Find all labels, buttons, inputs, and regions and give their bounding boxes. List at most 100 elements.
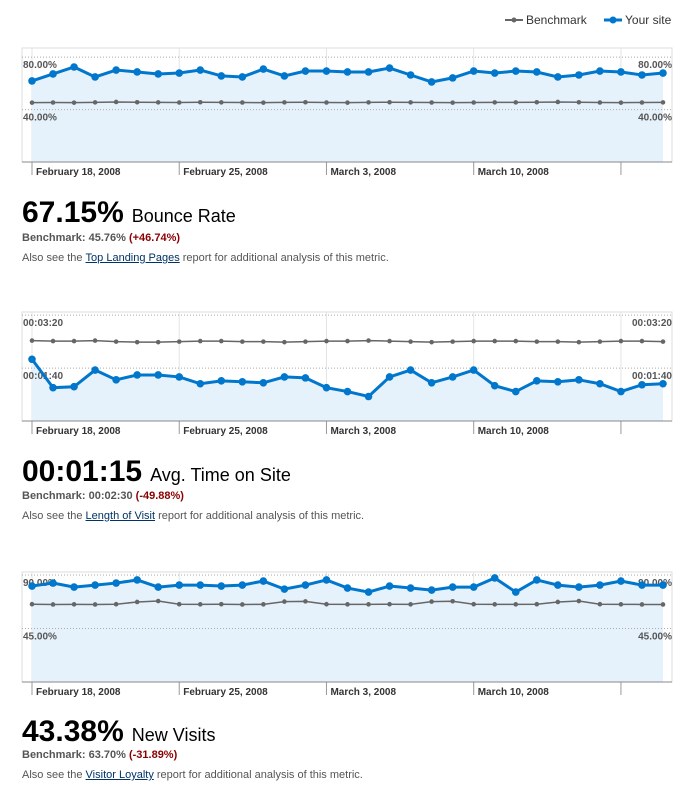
- data-point: [50, 100, 56, 105]
- data-point: [176, 100, 182, 105]
- report-link[interactable]: Length of Visit: [85, 510, 156, 522]
- data-point: [71, 338, 77, 344]
- data-point: [471, 338, 477, 344]
- data-point: [659, 69, 667, 77]
- data-point: [50, 338, 56, 344]
- data-point: [554, 581, 562, 589]
- data-point: [303, 339, 308, 344]
- data-point: [154, 583, 162, 591]
- data-point: [324, 338, 329, 344]
- data-point: [427, 78, 436, 86]
- data-point: [155, 100, 161, 105]
- data-point: [49, 383, 57, 392]
- data-point: [280, 585, 289, 593]
- data-point: [345, 338, 350, 344]
- data-point: [282, 339, 287, 345]
- data-point: [450, 598, 455, 604]
- data-point: [597, 601, 603, 607]
- data-point: [71, 602, 77, 607]
- data-point: [217, 377, 226, 385]
- benchmark-value: Benchmark: 45.76%: [22, 232, 126, 244]
- data-point: [280, 72, 289, 80]
- benchmark-value: Benchmark: 63.70%: [22, 749, 126, 761]
- data-point: [70, 382, 78, 391]
- data-point: [408, 339, 413, 344]
- data-point: [70, 583, 78, 591]
- data-point: [71, 100, 77, 105]
- data-point: [387, 99, 392, 105]
- y-tick-label: 45.00%: [638, 631, 672, 642]
- data-point: [343, 387, 352, 396]
- data-point: [534, 99, 540, 105]
- x-tick-label: March 10, 2008: [478, 167, 550, 178]
- data-point: [113, 601, 119, 607]
- data-point: [406, 584, 415, 592]
- data-point: [345, 602, 350, 607]
- data-point: [450, 339, 455, 344]
- data-point: [490, 381, 499, 390]
- note-text: Also see the: [22, 769, 83, 781]
- data-point: [112, 66, 120, 74]
- data-point: [638, 380, 646, 389]
- data-point: [282, 599, 287, 604]
- benchmark: Benchmark: 45.76% (+46.74%): [22, 232, 180, 244]
- data-point: [238, 377, 247, 386]
- data-point: [366, 100, 371, 105]
- metric: 67.15% Bounce Rate: [22, 196, 236, 230]
- data-point: [112, 579, 120, 587]
- data-point: [554, 377, 562, 386]
- data-point: [492, 338, 498, 344]
- data-point: [596, 581, 604, 589]
- data-point: [429, 100, 434, 105]
- data-point: [575, 583, 583, 591]
- y-tick-label: 80.00%: [23, 60, 57, 71]
- data-point: [638, 581, 646, 589]
- data-point: [533, 377, 541, 385]
- data-point: [154, 70, 162, 78]
- note: Also see the Top Landing Pages report for …: [22, 252, 389, 264]
- data-point: [29, 100, 35, 105]
- data-point: [324, 601, 329, 607]
- data-point: [364, 588, 373, 596]
- data-point: [638, 71, 646, 79]
- data-point: [596, 379, 604, 388]
- data-point: [659, 581, 667, 589]
- metric: 43.38% New Visits: [22, 715, 215, 749]
- data-point: [261, 339, 266, 344]
- data-point: [618, 602, 624, 607]
- x-tick-label: February 25, 2008: [183, 167, 268, 178]
- data-point: [28, 582, 36, 590]
- metric-name: Avg. Time on Site: [150, 465, 291, 485]
- data-point: [387, 338, 392, 344]
- data-point: [49, 70, 57, 78]
- data-point: [406, 71, 415, 79]
- data-point: [429, 599, 434, 604]
- x-tick-label: March 3, 2008: [330, 687, 396, 698]
- data-point: [196, 379, 205, 388]
- data-point: [534, 601, 540, 607]
- data-point: [450, 100, 455, 105]
- data-point: [659, 379, 667, 388]
- report-link[interactable]: Visitor Loyalty: [85, 769, 154, 781]
- data-point: [469, 67, 478, 75]
- data-point: [576, 598, 582, 604]
- area-fill: [32, 67, 663, 162]
- data-point: [176, 339, 182, 344]
- data-point: [513, 338, 519, 344]
- data-point: [345, 100, 350, 105]
- benchmark-value: Benchmark: 00:02:30: [22, 490, 133, 502]
- data-point: [427, 378, 436, 387]
- data-point: [511, 387, 520, 396]
- data-point: [238, 73, 247, 81]
- report-link[interactable]: Top Landing Pages: [85, 252, 180, 264]
- y-tick-label: 40.00%: [23, 113, 57, 124]
- benchmark-change: (+46.74%): [128, 232, 181, 244]
- x-tick-label: March 10, 2008: [478, 687, 550, 698]
- data-point: [596, 67, 604, 75]
- data-point: [155, 598, 161, 604]
- legend-dot: [511, 17, 517, 23]
- data-point: [134, 599, 140, 605]
- data-point: [176, 601, 182, 607]
